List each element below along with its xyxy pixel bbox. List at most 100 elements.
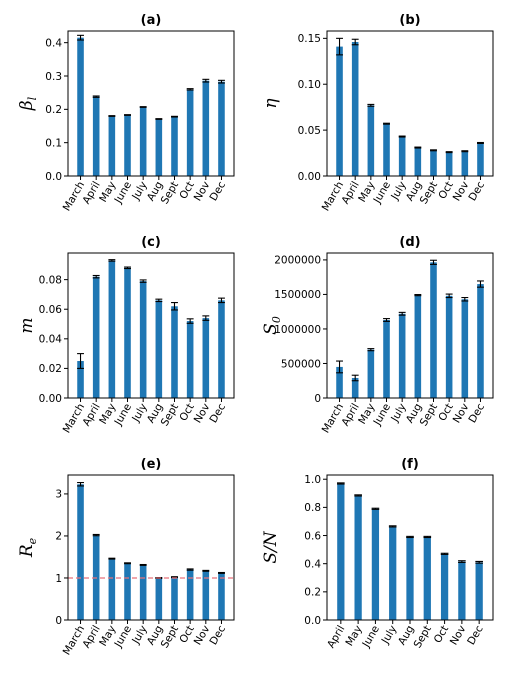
x-tick-label: Dec [465,623,486,647]
bar [108,260,116,398]
y-tick-label: 0.6 [304,530,321,542]
error-bar [202,315,210,321]
error-bar [124,114,131,116]
x-tick-label: Dec [467,179,488,203]
y-tick-label: 0.1 [45,137,62,149]
error-bar [77,34,84,41]
bar [398,136,406,176]
bar [406,536,414,620]
y-tick-label: 0.2 [45,104,62,116]
chart-panel-4: 0500000100000015000002000000MarchAprilMa… [261,235,494,435]
bar [155,119,163,176]
bar [171,116,178,176]
x-tick-label: Nov [448,624,469,648]
y-tick-label: 0.0 [45,171,62,183]
x-tick-label: June [360,624,382,651]
y-tick-label: 0.05 [298,125,321,137]
error-bar [445,293,453,299]
bar [461,299,469,398]
axes-frame [326,30,494,177]
error-bar [371,507,380,510]
bar [383,319,390,398]
bar [389,526,397,620]
panel-title: (b) [399,13,420,28]
x-tick-label: Sept [412,624,434,651]
bar [155,300,163,398]
error-bar [124,266,131,270]
bar [77,484,84,620]
y-axis-label-main: m [17,317,37,333]
error-bar [477,141,484,144]
bar [124,267,131,398]
bar [202,80,210,176]
error-bar [139,563,147,566]
chart-panel-6: 0.00.20.40.60.81.0AprilMayJuneJulyAugSep… [261,457,494,651]
bar [445,152,453,176]
error-bar [92,274,100,279]
error-bar [383,122,390,125]
error-bar [92,95,100,98]
error-bar [186,88,194,91]
bar [92,96,100,176]
bar [336,366,343,398]
error-bar [171,302,178,311]
y-tick-label: 0.00 [298,171,321,183]
error-bar [445,151,453,154]
bar [186,321,194,398]
y-axis-label: S0 [261,316,283,335]
error-bar [139,279,147,283]
y-axis-label: η [261,98,281,109]
error-bar [440,552,449,555]
error-bar [77,482,84,487]
error-bar [77,353,84,369]
bar [218,81,225,176]
bar [124,563,131,620]
y-tick-label: 1500000 [274,289,321,301]
error-bar [108,259,116,262]
y-tick-label: 3 [55,489,62,501]
bar [139,107,147,176]
bar [171,577,178,620]
error-bar [398,311,406,316]
y-tick-label: 0.08 [39,274,62,286]
error-bar [202,569,210,572]
error-bar [354,494,362,497]
y-tick-label: 0.04 [39,334,63,346]
bar [461,151,469,176]
x-tick-label: April [325,624,347,651]
bar [155,577,163,620]
y-tick-label: 0 [314,393,321,405]
y-tick-label: 2000000 [274,255,321,267]
bar [351,377,359,398]
bar [218,300,225,398]
bar [337,483,345,620]
x-tick-label: Nov [451,402,472,426]
error-bar [124,562,131,565]
bar [414,295,422,398]
y-tick-label: 0.2 [304,587,321,599]
error-bar [139,106,147,108]
y-tick-label: 0.02 [39,363,62,375]
y-tick-label: 500000 [281,358,321,370]
y-axis-label: βl [17,96,39,111]
error-bar [351,374,359,382]
error-bar [108,557,116,560]
chart-panel-1: 0.00.10.20.30.4MarchAprilMayJuneJulyAugS… [17,13,235,213]
error-bar [202,78,210,83]
bar [77,37,84,176]
error-bar [336,37,343,56]
bar [351,42,359,176]
error-bar [383,318,390,322]
bar [139,564,147,620]
bar [139,281,147,398]
y-tick-label: 1 [55,573,62,585]
x-tick-label: Nov [451,180,472,204]
error-bar [155,298,163,303]
error-bar [477,280,484,288]
x-tick-label: Dec [208,179,229,203]
bar [92,276,100,398]
bar [477,142,484,176]
bar [371,508,380,620]
error-bar [218,297,225,304]
y-tick-label: 0.8 [304,502,321,514]
